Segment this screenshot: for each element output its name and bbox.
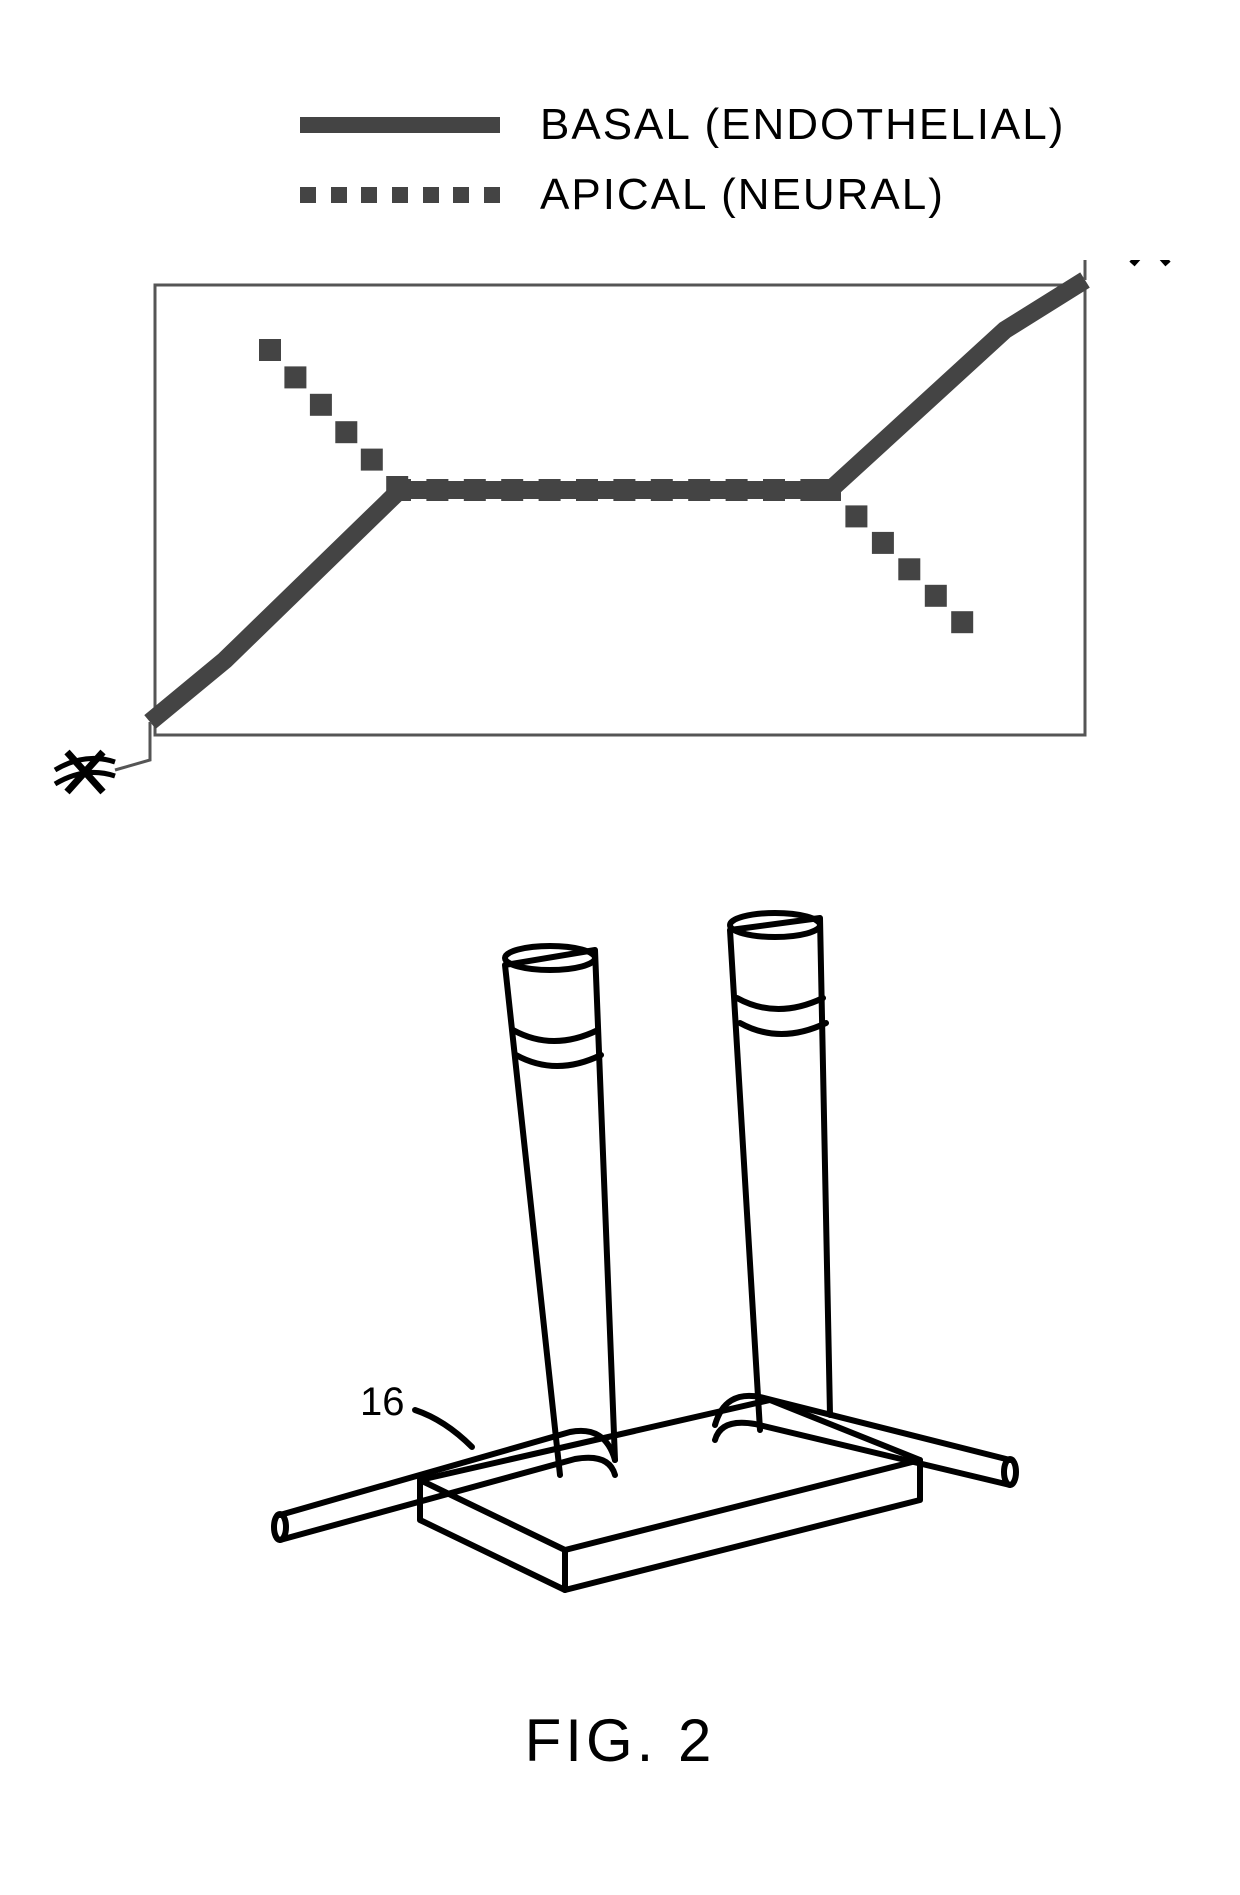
apical-line [259, 339, 973, 633]
apical-dash [501, 479, 523, 501]
apical-dash [925, 585, 947, 607]
apical-dash [651, 479, 673, 501]
apical-dash [389, 479, 411, 501]
legend-swatch-solid [300, 117, 500, 133]
apical-dash [898, 558, 920, 580]
apical-dash [845, 505, 867, 527]
top-schematic [0, 260, 1240, 820]
legend-swatch-dashed [300, 187, 500, 203]
legend-row-apical: APICAL (NEURAL) [300, 170, 1065, 220]
apical-dash [688, 479, 710, 501]
apical-dash [310, 394, 332, 416]
apical-dash [259, 339, 281, 361]
legend-row-basal: BASAL (ENDOTHELIAL) [300, 100, 1065, 150]
tube-left [55, 752, 115, 792]
perspective-drawing: 16 [0, 870, 1240, 1670]
apical-dash [539, 479, 561, 501]
apical-dash [361, 449, 383, 471]
apical-dash [613, 479, 635, 501]
connector-left [115, 722, 150, 770]
chip-base [420, 1400, 920, 1590]
figure-page: BASAL (ENDOTHELIAL) APICAL (NEURAL) [0, 0, 1240, 1895]
legend-label-apical: APICAL (NEURAL) [540, 170, 945, 220]
apical-dash [951, 611, 973, 633]
apical-dash [284, 366, 306, 388]
legend: BASAL (ENDOTHELIAL) APICAL (NEURAL) [300, 100, 1065, 240]
chip-outline [155, 285, 1085, 735]
apical-dash [726, 479, 748, 501]
apical-dash [576, 479, 598, 501]
left-pipette [505, 946, 615, 1475]
apical-dash [335, 421, 357, 443]
right-pipette [730, 913, 830, 1430]
callout-16 [415, 1410, 472, 1447]
apical-dash [763, 479, 785, 501]
apical-dash [426, 479, 448, 501]
apical-dash [464, 479, 486, 501]
apical-dash [872, 532, 894, 554]
callout-16-label: 16 [360, 1380, 405, 1424]
apical-dash [819, 479, 841, 501]
connector-right [1085, 260, 1120, 280]
tube-right [1120, 260, 1180, 264]
legend-label-basal: BASAL (ENDOTHELIAL) [540, 100, 1065, 150]
figure-caption: FIG. 2 [0, 1706, 1240, 1775]
